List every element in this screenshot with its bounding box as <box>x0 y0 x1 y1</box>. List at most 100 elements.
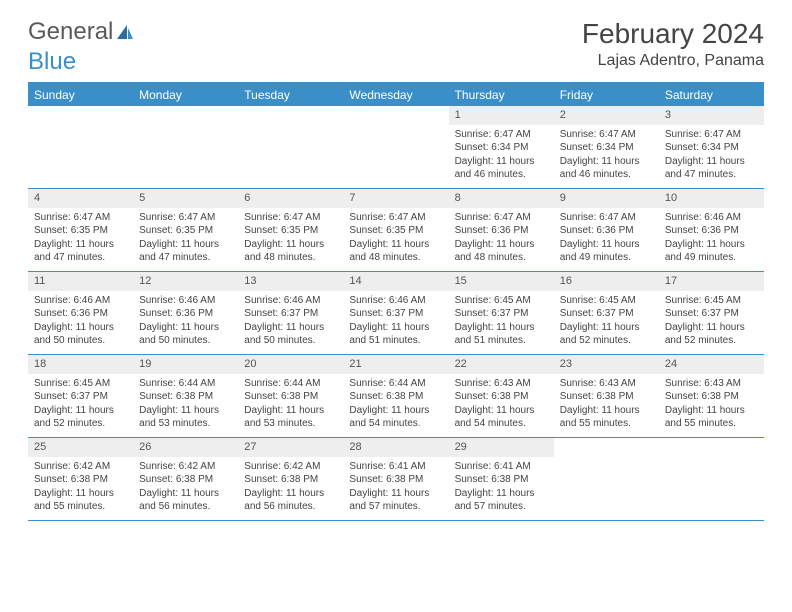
sunset-text: Sunset: 6:34 PM <box>455 141 548 155</box>
sunset-text: Sunset: 6:35 PM <box>34 224 127 238</box>
calendar-cell: 14Sunrise: 6:46 AMSunset: 6:37 PMDayligh… <box>343 272 448 354</box>
day-content: Sunrise: 6:46 AMSunset: 6:36 PMDaylight:… <box>28 291 133 354</box>
day-number: 18 <box>28 355 133 374</box>
daylight-text: Daylight: 11 hours and 56 minutes. <box>244 487 337 514</box>
daylight-text: Daylight: 11 hours and 56 minutes. <box>139 487 232 514</box>
daylight-text: Daylight: 11 hours and 48 minutes. <box>244 238 337 265</box>
daylight-text: Daylight: 11 hours and 50 minutes. <box>139 321 232 348</box>
sunrise-text: Sunrise: 6:47 AM <box>455 211 548 225</box>
sunrise-text: Sunrise: 6:46 AM <box>349 294 442 308</box>
day-number: 6 <box>238 189 343 208</box>
day-content: Sunrise: 6:44 AMSunset: 6:38 PMDaylight:… <box>343 374 448 437</box>
day-content: Sunrise: 6:44 AMSunset: 6:38 PMDaylight:… <box>238 374 343 437</box>
calendar-cell: 2Sunrise: 6:47 AMSunset: 6:34 PMDaylight… <box>554 106 659 188</box>
weekday-wednesday: Wednesday <box>343 84 448 106</box>
sunrise-text: Sunrise: 6:44 AM <box>139 377 232 391</box>
day-content: Sunrise: 6:43 AMSunset: 6:38 PMDaylight:… <box>554 374 659 437</box>
sunset-text: Sunset: 6:35 PM <box>244 224 337 238</box>
sunrise-text: Sunrise: 6:46 AM <box>139 294 232 308</box>
day-content: Sunrise: 6:45 AMSunset: 6:37 PMDaylight:… <box>449 291 554 354</box>
day-number: 17 <box>659 272 764 291</box>
sunset-text: Sunset: 6:38 PM <box>349 473 442 487</box>
sunrise-text: Sunrise: 6:47 AM <box>560 128 653 142</box>
calendar-cell: 15Sunrise: 6:45 AMSunset: 6:37 PMDayligh… <box>449 272 554 354</box>
sail-icon <box>115 23 135 41</box>
day-content: Sunrise: 6:42 AMSunset: 6:38 PMDaylight:… <box>133 457 238 520</box>
day-content: Sunrise: 6:43 AMSunset: 6:38 PMDaylight:… <box>659 374 764 437</box>
day-content: Sunrise: 6:46 AMSunset: 6:37 PMDaylight:… <box>343 291 448 354</box>
weekday-sunday: Sunday <box>28 84 133 106</box>
day-content: Sunrise: 6:46 AMSunset: 6:36 PMDaylight:… <box>659 208 764 271</box>
week-row: 18Sunrise: 6:45 AMSunset: 6:37 PMDayligh… <box>28 355 764 438</box>
day-number: 13 <box>238 272 343 291</box>
day-content: Sunrise: 6:47 AMSunset: 6:34 PMDaylight:… <box>554 125 659 188</box>
day-number: 25 <box>28 438 133 457</box>
daylight-text: Daylight: 11 hours and 48 minutes. <box>455 238 548 265</box>
day-content: Sunrise: 6:41 AMSunset: 6:38 PMDaylight:… <box>343 457 448 520</box>
day-content: Sunrise: 6:46 AMSunset: 6:36 PMDaylight:… <box>133 291 238 354</box>
sunrise-text: Sunrise: 6:44 AM <box>244 377 337 391</box>
calendar-cell: 1Sunrise: 6:47 AMSunset: 6:34 PMDaylight… <box>449 106 554 188</box>
daylight-text: Daylight: 11 hours and 51 minutes. <box>349 321 442 348</box>
daylight-text: Daylight: 11 hours and 53 minutes. <box>244 404 337 431</box>
sunset-text: Sunset: 6:36 PM <box>560 224 653 238</box>
calendar-cell: 9Sunrise: 6:47 AMSunset: 6:36 PMDaylight… <box>554 189 659 271</box>
calendar-cell: 23Sunrise: 6:43 AMSunset: 6:38 PMDayligh… <box>554 355 659 437</box>
calendar-cell: 11Sunrise: 6:46 AMSunset: 6:36 PMDayligh… <box>28 272 133 354</box>
sunrise-text: Sunrise: 6:47 AM <box>139 211 232 225</box>
daylight-text: Daylight: 11 hours and 55 minutes. <box>665 404 758 431</box>
weeks-container: ....1Sunrise: 6:47 AMSunset: 6:34 PMDayl… <box>28 106 764 521</box>
sunset-text: Sunset: 6:38 PM <box>244 473 337 487</box>
weekday-saturday: Saturday <box>659 84 764 106</box>
daylight-text: Daylight: 11 hours and 53 minutes. <box>139 404 232 431</box>
daylight-text: Daylight: 11 hours and 49 minutes. <box>560 238 653 265</box>
day-content: Sunrise: 6:47 AMSunset: 6:35 PMDaylight:… <box>238 208 343 271</box>
daylight-text: Daylight: 11 hours and 47 minutes. <box>139 238 232 265</box>
day-content: Sunrise: 6:47 AMSunset: 6:36 PMDaylight:… <box>554 208 659 271</box>
daylight-text: Daylight: 11 hours and 52 minutes. <box>34 404 127 431</box>
day-content: Sunrise: 6:47 AMSunset: 6:34 PMDaylight:… <box>659 125 764 188</box>
day-number: 23 <box>554 355 659 374</box>
calendar-cell: 3Sunrise: 6:47 AMSunset: 6:34 PMDaylight… <box>659 106 764 188</box>
sunset-text: Sunset: 6:38 PM <box>349 390 442 404</box>
week-row: 25Sunrise: 6:42 AMSunset: 6:38 PMDayligh… <box>28 438 764 521</box>
sunrise-text: Sunrise: 6:47 AM <box>244 211 337 225</box>
day-number: 29 <box>449 438 554 457</box>
day-number: 22 <box>449 355 554 374</box>
day-number: 14 <box>343 272 448 291</box>
logo: General <box>28 18 135 46</box>
day-number: 28 <box>343 438 448 457</box>
day-content: Sunrise: 6:47 AMSunset: 6:34 PMDaylight:… <box>449 125 554 188</box>
sunset-text: Sunset: 6:36 PM <box>34 307 127 321</box>
sunrise-text: Sunrise: 6:45 AM <box>34 377 127 391</box>
calendar-cell: . <box>238 106 343 188</box>
calendar-cell: 19Sunrise: 6:44 AMSunset: 6:38 PMDayligh… <box>133 355 238 437</box>
sunrise-text: Sunrise: 6:47 AM <box>665 128 758 142</box>
daylight-text: Daylight: 11 hours and 46 minutes. <box>455 155 548 182</box>
day-number: 4 <box>28 189 133 208</box>
sunrise-text: Sunrise: 6:46 AM <box>244 294 337 308</box>
sunset-text: Sunset: 6:37 PM <box>455 307 548 321</box>
day-number: 7 <box>343 189 448 208</box>
day-number: 27 <box>238 438 343 457</box>
day-content: Sunrise: 6:42 AMSunset: 6:38 PMDaylight:… <box>238 457 343 520</box>
sunset-text: Sunset: 6:37 PM <box>665 307 758 321</box>
calendar-cell: 28Sunrise: 6:41 AMSunset: 6:38 PMDayligh… <box>343 438 448 520</box>
calendar-table: Sunday Monday Tuesday Wednesday Thursday… <box>28 82 764 521</box>
weekday-friday: Friday <box>554 84 659 106</box>
sunset-text: Sunset: 6:38 PM <box>139 473 232 487</box>
sunset-text: Sunset: 6:38 PM <box>665 390 758 404</box>
sunrise-text: Sunrise: 6:41 AM <box>455 460 548 474</box>
calendar-cell: 27Sunrise: 6:42 AMSunset: 6:38 PMDayligh… <box>238 438 343 520</box>
day-number: 21 <box>343 355 448 374</box>
calendar-cell: . <box>133 106 238 188</box>
daylight-text: Daylight: 11 hours and 57 minutes. <box>349 487 442 514</box>
day-number: 16 <box>554 272 659 291</box>
calendar-cell: 8Sunrise: 6:47 AMSunset: 6:36 PMDaylight… <box>449 189 554 271</box>
sunrise-text: Sunrise: 6:44 AM <box>349 377 442 391</box>
sunset-text: Sunset: 6:38 PM <box>455 390 548 404</box>
sunset-text: Sunset: 6:36 PM <box>139 307 232 321</box>
sunrise-text: Sunrise: 6:47 AM <box>349 211 442 225</box>
sunset-text: Sunset: 6:36 PM <box>665 224 758 238</box>
sunset-text: Sunset: 6:38 PM <box>455 473 548 487</box>
